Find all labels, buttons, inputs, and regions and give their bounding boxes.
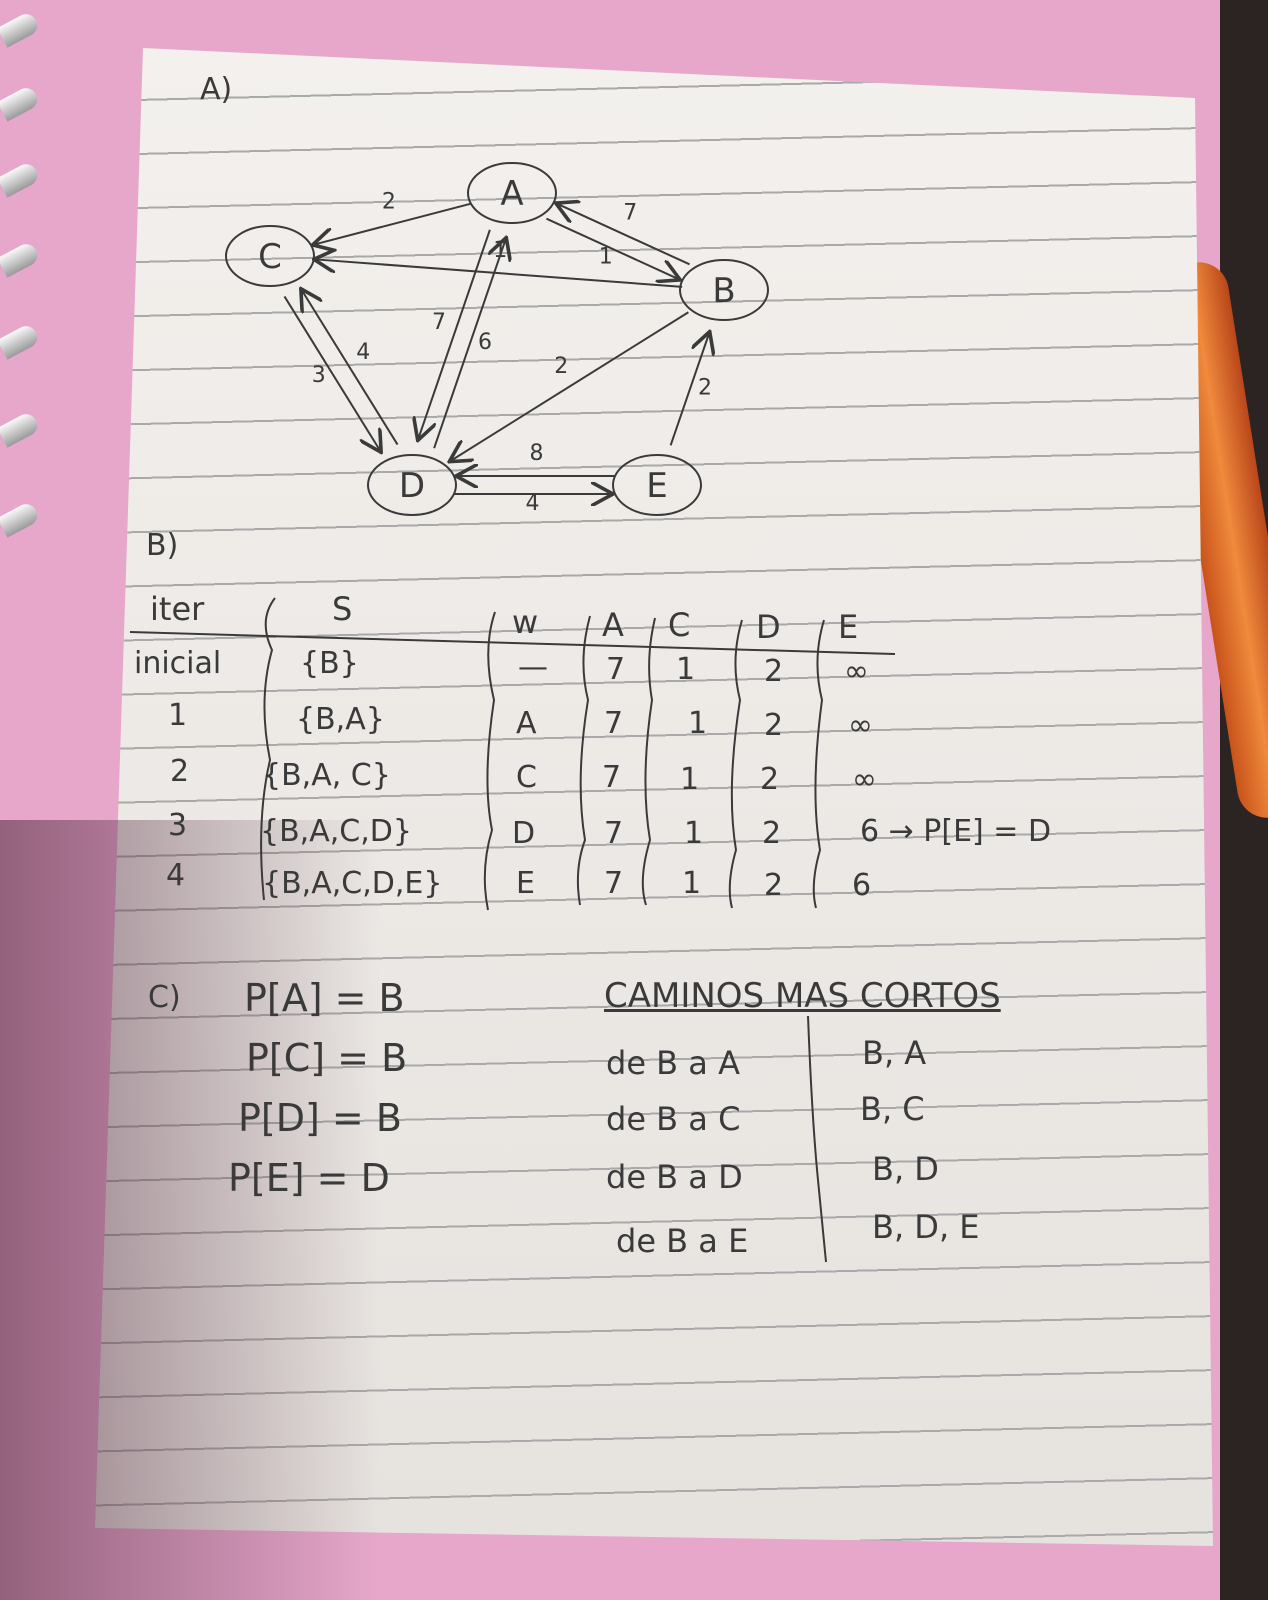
path-value: B, D, E <box>872 1208 980 1246</box>
path-route: de B a A <box>606 1044 740 1082</box>
table-cell-d: 2 <box>764 654 784 689</box>
table-cell-c: 1 <box>682 866 702 901</box>
table-cell-a: 7 <box>606 652 626 687</box>
table-cell-w: C <box>516 760 537 795</box>
table-cell-w: D <box>512 816 536 851</box>
table-cell-c: 1 <box>688 706 708 741</box>
table-cell-e: 6 <box>852 868 872 903</box>
graph-edge-a-c <box>315 202 472 245</box>
path-route: de B a E <box>616 1222 749 1260</box>
predecessor-item: P[A] = B <box>244 976 405 1020</box>
edge-weight-label: 2 <box>382 190 396 215</box>
graph-node-label: A <box>500 174 523 214</box>
graph-node-d <box>367 454 457 516</box>
graph-node-label: D <box>399 466 425 506</box>
graph-node-label: E <box>646 466 667 506</box>
graph-node-c <box>225 225 315 287</box>
table-cell-a: 7 <box>604 866 624 901</box>
path-value: B, D <box>872 1150 939 1188</box>
section-c-label: C) <box>148 980 181 1015</box>
edge-weight-label: 4 <box>526 491 540 516</box>
path-value: B, C <box>860 1090 925 1128</box>
graph-edge-b-d <box>451 311 689 460</box>
table-cell-a: 7 <box>602 760 622 795</box>
predecessor-item: P[D] = B <box>238 1096 402 1140</box>
table-cell-d: 2 <box>764 708 784 743</box>
path-route: de B a C <box>606 1100 741 1138</box>
table-cell-d: 2 <box>760 762 780 797</box>
edge-weight-label: 2 <box>698 376 712 401</box>
table-cell-e: ∞ <box>852 762 877 797</box>
table-cell-iter: 3 <box>168 808 188 843</box>
path-route: de B a D <box>606 1158 743 1196</box>
table-cell-w: E <box>516 866 535 901</box>
edge-weight-label: 1 <box>599 244 613 269</box>
table-cell-d: 2 <box>764 868 784 903</box>
section-b-label: B) <box>146 528 179 563</box>
graph-node-e <box>612 454 702 516</box>
table-cell-w: — <box>518 650 548 685</box>
graph-edge-d-a <box>433 239 505 449</box>
graph-node-label: C <box>258 237 282 277</box>
graph-edge-a-b <box>546 217 678 279</box>
edge-weight-label: 8 <box>530 441 544 466</box>
shortest-paths-title: CAMINOS MAS CORTOS <box>604 976 1001 1016</box>
path-value: B, A <box>862 1034 927 1072</box>
table-cell-s: {B,A,C,D} <box>260 814 412 849</box>
table-cell-s: {B} <box>300 646 359 681</box>
section-a-label: A) <box>200 72 233 107</box>
table-cell-iter: 1 <box>168 698 188 733</box>
graph-edge-b-c <box>316 259 683 288</box>
predecessor-item: P[C] = B <box>246 1036 408 1080</box>
table-cell-iter: inicial <box>134 646 222 681</box>
table-header-a: A <box>602 606 624 644</box>
graph-node-label: B <box>712 271 735 311</box>
graph-edge-d-c <box>302 290 399 446</box>
graph-node-a <box>467 162 557 224</box>
table-cell-e: ∞ <box>844 654 869 689</box>
table-header-d: D <box>756 608 781 646</box>
graph-edge-c-d <box>283 295 380 450</box>
table-cell-c: 1 <box>676 652 696 687</box>
graph-edge-e-b <box>669 334 709 446</box>
graph-edge-b-a <box>558 204 690 266</box>
table-cell-a: 7 <box>604 816 624 851</box>
table-cell-s: {B,A,C,D,E} <box>262 866 443 901</box>
predecessor-item: P[E] = D <box>228 1156 390 1200</box>
edge-weight-label: 7 <box>623 201 637 226</box>
edge-weight-label: 4 <box>356 340 370 365</box>
table-cell-a: 7 <box>604 706 624 741</box>
edge-weight-label: 6 <box>478 330 492 355</box>
table-cell-c: 1 <box>684 816 704 851</box>
table-cell-e: ∞ <box>848 708 873 743</box>
table-header-e: E <box>838 608 859 646</box>
table-header-c: C <box>668 606 691 644</box>
table-header-s: S <box>332 590 353 628</box>
edge-weight-label: 3 <box>312 363 326 388</box>
graph-node-b <box>679 259 769 321</box>
table-cell-iter: 2 <box>170 754 190 789</box>
edge-weight-label: 7 <box>432 310 446 335</box>
table-cell-e: 6 → P[E] = D <box>860 814 1052 849</box>
edge-weight-label: 2 <box>554 354 568 379</box>
graph-nodes: A B C D E <box>225 162 769 516</box>
table-header-iter: iter <box>150 590 205 628</box>
table-cell-d: 2 <box>762 816 782 851</box>
table-cell-s: {B,A} <box>296 702 385 737</box>
graph-edge-a-d <box>418 229 491 439</box>
table-header-w: w <box>512 603 539 641</box>
table-cell-iter: 4 <box>166 858 186 893</box>
table-cell-w: A <box>516 706 537 741</box>
table-cell-s: {B,A, C} <box>262 758 391 793</box>
table-cell-c: 1 <box>680 762 700 797</box>
hand-shadow <box>0 820 380 1600</box>
